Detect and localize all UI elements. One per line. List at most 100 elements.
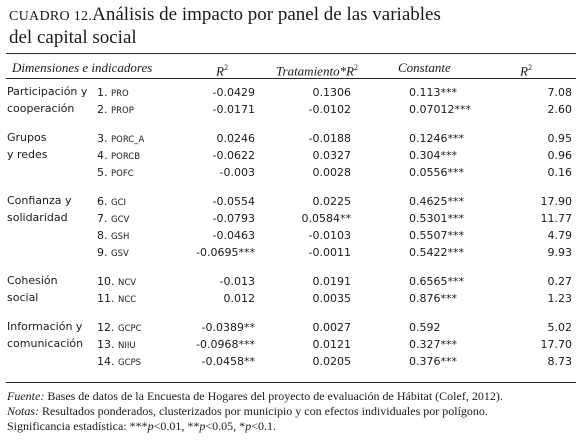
indicator-label: 11. NCC: [97, 290, 136, 309]
cell-r2-second: 17.90: [540, 195, 573, 208]
cell-constante: 0.876***: [409, 292, 457, 305]
indicator-code: NCC: [118, 295, 137, 305]
table-row: 11. NCC 0.012 0.0035 0.876*** 1.23: [0, 290, 581, 307]
cell-r2: -0.0793: [212, 212, 255, 225]
indicator-number: 5.: [97, 166, 108, 179]
group-label-line-2: comunicación: [7, 337, 84, 350]
footnotes: Fuente: Bases de datos de la Encuesta de…: [7, 389, 579, 434]
cell-r2-second: 0.95: [547, 132, 573, 145]
cell-tratamiento: 0.0225: [312, 195, 352, 208]
indicator-label: 10. NCV: [97, 273, 136, 292]
table-row: 10. NCV -0.013 0.0191 0.6565*** 0.27: [0, 273, 581, 290]
top-rule: [6, 53, 576, 54]
table-row: 13. NIIU -0.0968*** 0.0121 0.327*** 17.70: [0, 336, 581, 353]
indicator-code: NCV: [118, 278, 137, 288]
indicator-code: GCPC: [118, 324, 142, 334]
indicator-label: 2. PROP: [97, 101, 134, 120]
cell-tratamiento: 0.1306: [312, 86, 352, 99]
table-row: 5. POFC -0.003 0.0028 0.0556*** 0.16: [0, 164, 581, 181]
cell-tratamiento: 0.0191: [312, 275, 352, 288]
cell-tratamiento: 0.0584**: [301, 212, 352, 225]
cell-r2: -0.0695***: [196, 246, 255, 259]
cell-r2: -0.0429: [212, 86, 255, 99]
cell-r2: -0.0622: [212, 149, 255, 162]
indicator-label: 9. GSV: [97, 244, 129, 263]
cell-tratamiento: -0.0188: [308, 132, 351, 145]
cell-r2: -0.0463: [212, 229, 255, 242]
group-label-line-1: Participación y: [7, 85, 88, 98]
indicator-code: POFC: [111, 169, 134, 179]
indicator-label: 12. GCPC: [97, 319, 142, 338]
cell-r2-second: 7.08: [547, 86, 573, 99]
footnote-significancia: Significancia estadística: ***p<0.01, **…: [7, 419, 276, 433]
cell-constante: 0.1246***: [409, 132, 464, 145]
title-line-1: Análisis de impacto por panel de las var…: [92, 4, 441, 25]
table-row: 9. GSV -0.0695*** -0.0011 0.5422*** 9.93: [0, 244, 581, 261]
header-rule: [6, 78, 576, 79]
group-label-line-2: cooperación: [7, 102, 75, 115]
indicator-number: 7.: [97, 212, 108, 225]
header-dimensions: Dimensiones e indicadores: [12, 60, 153, 75]
cell-r2-second: 17.70: [540, 338, 573, 351]
table-row: 8. GSH -0.0463 -0.0103 0.5507*** 4.79: [0, 227, 581, 244]
cell-r2-second: 9.93: [547, 246, 573, 259]
cell-r2-second: 1.23: [547, 292, 573, 305]
indicator-label: 6. GCI: [97, 193, 126, 212]
footnote-notas: Notas: Resultados ponderados, clusteriza…: [7, 404, 488, 418]
cell-constante: 0.4625***: [409, 195, 464, 208]
indicator-number: 14.: [97, 355, 115, 368]
cell-tratamiento: 0.0028: [312, 166, 352, 179]
table-number: CUADRO 12.: [9, 9, 93, 24]
table-row: 2. PROP -0.0171 -0.0102 0.07012*** 2.60: [0, 101, 581, 118]
cell-r2-second: 5.02: [547, 321, 573, 334]
cell-constante: 0.5301***: [409, 212, 464, 225]
header-constante: Constante: [398, 60, 451, 75]
header-tratamiento: Tratamiento*R2: [276, 63, 359, 79]
indicator-code: GCPS: [118, 358, 142, 368]
table-row: 12. GCPC -0.0389** 0.0027 0.592 5.02: [0, 319, 581, 336]
group-label: Grupos y redes: [7, 129, 48, 163]
cell-tratamiento: 0.0205: [312, 355, 352, 368]
cell-constante: 0.0556***: [409, 166, 464, 179]
cell-r2-second: 4.79: [547, 229, 573, 242]
table-row: 4. PORCB -0.0622 0.0327 0.304*** 0.96: [0, 147, 581, 164]
cell-tratamiento: -0.0103: [308, 229, 351, 242]
table-title: CUADRO 12.Análisis de impacto por panel …: [9, 4, 574, 48]
indicator-number: 11.: [97, 292, 115, 305]
indicator-number: 2.: [97, 103, 108, 116]
indicator-code: GCV: [111, 215, 130, 225]
table-row: 1. PRO -0.0429 0.1306 0.113*** 7.08: [0, 84, 581, 101]
group-label-line-2: solidaridad: [7, 211, 68, 224]
indicator-label: 5. POFC: [97, 164, 134, 183]
header-r2: R2: [216, 63, 228, 79]
cell-r2-second: 11.77: [540, 212, 573, 225]
indicator-code: NIIU: [118, 341, 136, 351]
table-row: 7. GCV -0.0793 0.0584** 0.5301*** 11.77: [0, 210, 581, 227]
header-r2-second: R2: [520, 63, 532, 79]
indicator-label: 7. GCV: [97, 210, 129, 229]
indicator-number: 1.: [97, 86, 108, 99]
cell-r2-second: 2.60: [547, 103, 573, 116]
indicator-number: 13.: [97, 338, 115, 351]
indicator-number: 8.: [97, 229, 108, 242]
indicator-code: PORC_A: [111, 135, 145, 145]
cell-constante: 0.304***: [409, 149, 457, 162]
cell-r2-second: 0.27: [547, 275, 573, 288]
indicator-number: 4.: [97, 149, 108, 162]
indicator-label: 8. GSH: [97, 227, 129, 246]
indicator-number: 12.: [97, 321, 115, 334]
indicator-code: PRO: [111, 89, 129, 99]
footnote-fuente: Fuente: Bases de datos de la Encuesta de…: [7, 389, 503, 403]
indicator-label: 13. NIIU: [97, 336, 136, 355]
cell-r2: -0.0389**: [201, 321, 255, 334]
table-row: 14. GCPS -0.0458** 0.0205 0.376*** 8.73: [0, 353, 581, 370]
group-label-line-1: Información y: [7, 320, 83, 333]
cell-constante: 0.113***: [409, 86, 457, 99]
cell-constante: 0.6565***: [409, 275, 464, 288]
indicator-number: 9.: [97, 246, 108, 259]
indicator-label: 1. PRO: [97, 84, 129, 103]
indicator-code: PROP: [111, 106, 134, 116]
group-label-line-1: Cohesión: [7, 274, 58, 287]
cell-r2: -0.0968***: [196, 338, 255, 351]
cell-r2: 0.0246: [216, 132, 256, 145]
